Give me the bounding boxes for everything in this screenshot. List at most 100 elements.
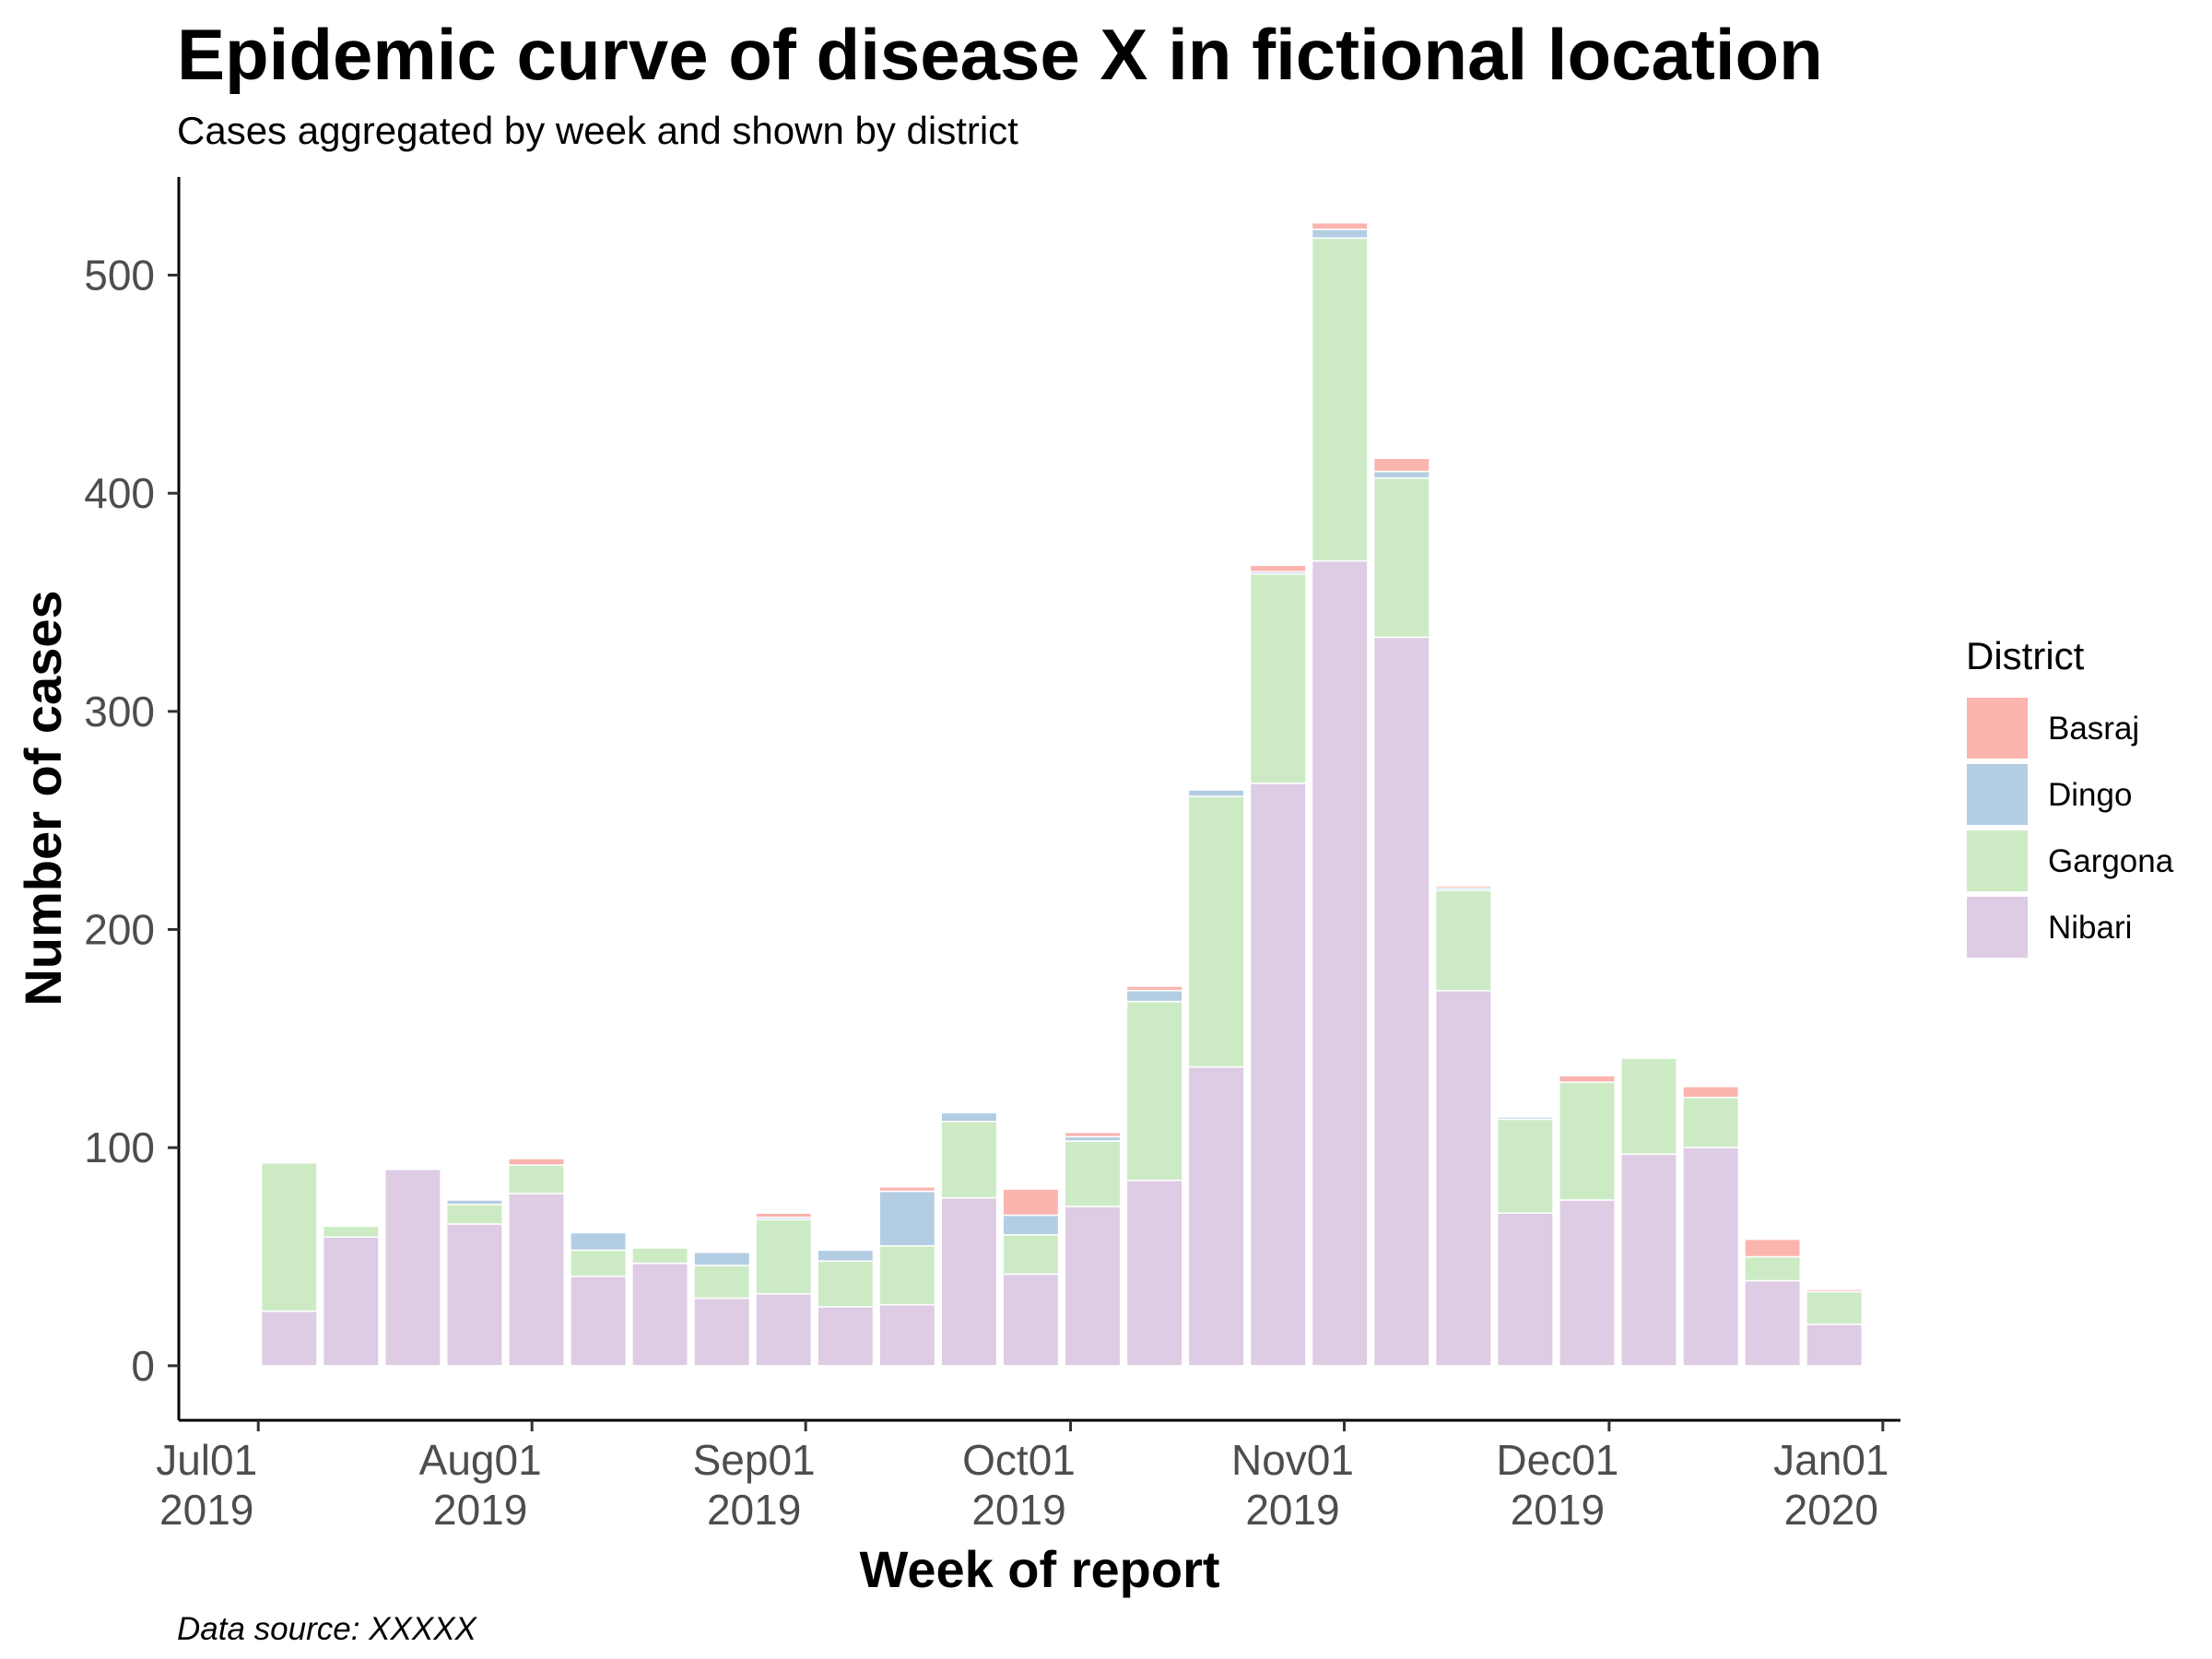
x-tick-label: Nov01 2019	[1231, 1436, 1354, 1534]
bar-nibari-2019-12-02	[1620, 1153, 1677, 1367]
bar-gargona-2019-07-08	[322, 1225, 380, 1238]
y-tick-label: 0	[131, 1342, 155, 1390]
caption: Data source: XXXXX	[177, 1611, 477, 1647]
bar-gargona-2019-12-02	[1620, 1057, 1677, 1155]
bar-dingo-2019-08-19	[693, 1252, 751, 1266]
bar-nibari-2019-09-30	[1064, 1206, 1122, 1367]
bar-basraj-2019-10-07	[1125, 985, 1183, 992]
bar-gargona-2019-07-01	[260, 1161, 318, 1312]
bar-nibari-2019-08-05	[570, 1276, 628, 1367]
legend-label-dingo: Dingo	[2048, 777, 2132, 813]
bar-basraj-2019-08-26	[755, 1212, 813, 1218]
x-tick-label: Jan01 2020	[1773, 1436, 1888, 1534]
x-tick-label: Oct01 2019	[962, 1436, 1076, 1534]
bar-nibari-2019-09-02	[817, 1306, 875, 1367]
bars-layer	[260, 221, 1864, 1367]
bar-nibari-2019-07-15	[383, 1169, 441, 1367]
bar-nibari-2019-10-28	[1311, 559, 1369, 1367]
bar-basraj-2019-12-16	[1744, 1238, 1802, 1258]
legend-label-basraj: Basraj	[2048, 711, 2139, 747]
bar-nibari-2019-09-09	[878, 1303, 936, 1367]
bar-gargona-2019-11-25	[1559, 1081, 1616, 1201]
bar-nibari-2019-08-12	[631, 1262, 689, 1367]
bar-nibari-2019-09-16	[940, 1196, 998, 1367]
y-axis: 0 100 200 300 400 500	[84, 177, 181, 1420]
chart-subtitle: Cases aggregated by week and shown by di…	[177, 109, 1018, 152]
bar-nibari-2019-08-19	[693, 1297, 751, 1367]
y-axis-title: Number of cases	[14, 590, 72, 1006]
bar-nibari-2019-11-25	[1559, 1199, 1616, 1367]
bar-nibari-2019-11-11	[1434, 990, 1492, 1367]
x-axis-title: Week of report	[859, 1540, 1219, 1598]
y-tick-label: 300	[84, 688, 155, 735]
bar-gargona-2019-07-29	[508, 1164, 565, 1194]
bar-gargona-2019-09-30	[1064, 1140, 1122, 1207]
bar-nibari-2019-09-23	[1002, 1273, 1060, 1367]
legend-label-gargona: Gargona	[2048, 843, 2174, 879]
y-tick-label: 500	[84, 252, 155, 300]
bar-gargona-2019-08-19	[693, 1265, 751, 1300]
bar-gargona-2019-07-22	[445, 1203, 503, 1225]
bar-nibari-2019-08-26	[755, 1292, 813, 1367]
bar-dingo-2019-09-09	[878, 1190, 936, 1247]
bar-nibari-2019-07-08	[322, 1236, 380, 1367]
legend: District Basraj Dingo Gargona Nibari	[1965, 634, 2174, 959]
x-tick-label: Sep01 2019	[693, 1436, 816, 1534]
x-tick-label: Aug01 2019	[419, 1436, 542, 1534]
bar-basraj-2019-07-29	[508, 1158, 565, 1166]
bar-gargona-2019-12-23	[1806, 1290, 1864, 1325]
bar-basraj-2019-09-23	[1002, 1188, 1060, 1217]
legend-key-gargona	[1965, 829, 2030, 893]
bar-nibari-2019-10-21	[1249, 782, 1307, 1367]
x-tick-label: Dec01 2019	[1496, 1436, 1618, 1534]
x-axis: Jul01 2019 Aug01 2019 Sep01 2019 Oct01 2019 Nov0…	[156, 1418, 1900, 1534]
bar-nibari-2019-12-09	[1682, 1147, 1740, 1367]
bar-gargona-2019-09-02	[817, 1260, 875, 1308]
bar-dingo-2019-11-04	[1372, 470, 1430, 479]
bar-gargona-2019-08-12	[631, 1247, 689, 1265]
bar-gargona-2019-11-11	[1434, 889, 1492, 992]
bar-gargona-2019-11-04	[1372, 477, 1430, 639]
bar-gargona-2019-12-09	[1682, 1096, 1740, 1148]
bar-dingo-2019-07-22	[445, 1199, 503, 1206]
bar-dingo-2019-09-23	[1002, 1214, 1060, 1236]
bar-gargona-2019-10-21	[1249, 572, 1307, 784]
bar-basraj-2019-09-30	[1064, 1131, 1122, 1138]
bar-nibari-2019-12-16	[1744, 1279, 1802, 1367]
bar-nibari-2019-11-04	[1372, 636, 1430, 1367]
bar-gargona-2019-09-16	[940, 1121, 998, 1199]
bar-gargona-2019-09-23	[1002, 1234, 1060, 1276]
bar-dingo-2019-09-16	[940, 1112, 998, 1123]
bar-gargona-2019-10-28	[1311, 237, 1369, 562]
bar-dingo-2019-10-28	[1311, 229, 1369, 240]
legend-key-basraj	[1965, 696, 2030, 760]
x-tick-label: Jul01 2019	[156, 1436, 257, 1534]
bar-nibari-2019-07-01	[260, 1310, 318, 1367]
bar-basraj-2019-11-25	[1559, 1075, 1616, 1083]
bar-dingo-2019-10-14	[1187, 789, 1245, 797]
legend-title: District	[1966, 634, 2085, 677]
bar-basraj-2019-12-09	[1682, 1086, 1740, 1099]
bar-basraj-2019-10-28	[1311, 221, 1369, 230]
bar-basraj-2019-09-09	[878, 1186, 936, 1193]
bar-nibari-2019-12-23	[1806, 1324, 1864, 1367]
bar-nibari-2019-10-14	[1187, 1065, 1245, 1367]
bar-gargona-2019-11-18	[1496, 1118, 1554, 1214]
y-tick-label: 400	[84, 469, 155, 517]
y-tick-label: 200	[84, 906, 155, 954]
bar-dingo-2019-08-05	[570, 1231, 628, 1252]
chart-title: Epidemic curve of disease X in fictional…	[177, 14, 1823, 95]
bar-basraj-2019-12-23	[1806, 1288, 1864, 1293]
bar-dingo-2019-11-18	[1496, 1116, 1554, 1121]
bar-nibari-2019-07-22	[445, 1223, 503, 1367]
bar-nibari-2019-10-07	[1125, 1179, 1183, 1367]
bar-gargona-2019-08-05	[570, 1249, 628, 1277]
bar-nibari-2019-11-18	[1496, 1212, 1554, 1367]
bar-basraj-2019-11-11	[1434, 885, 1492, 889]
bar-basraj-2019-10-21	[1249, 564, 1307, 573]
bar-dingo-2019-09-02	[817, 1249, 875, 1262]
legend-key-nibari	[1965, 895, 2030, 959]
bar-basraj-2019-11-04	[1372, 457, 1430, 473]
bar-gargona-2019-09-09	[878, 1244, 936, 1306]
bar-gargona-2019-08-26	[755, 1218, 813, 1295]
